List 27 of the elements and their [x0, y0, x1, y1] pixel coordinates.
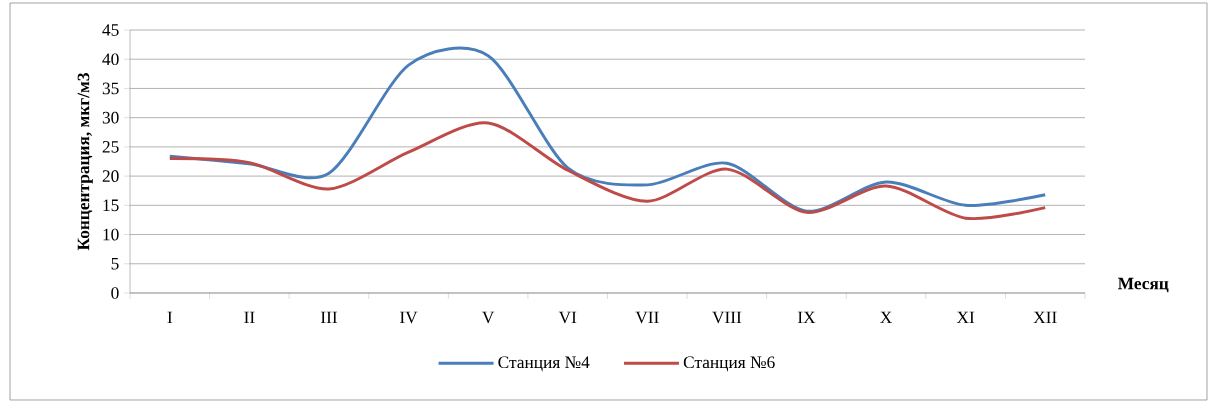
legend-label: Станция №6	[683, 356, 775, 372]
x-axis-title: Месяц	[1118, 277, 1169, 293]
y-tick-label: 20	[102, 170, 119, 182]
x-tick-label: V	[482, 311, 495, 324]
x-tick-label: I	[167, 311, 173, 324]
y-tick-label: 45	[102, 24, 119, 36]
x-tick-label: VIII	[712, 311, 742, 324]
x-tick-label: IX	[797, 311, 816, 324]
x-tick-label: II	[244, 311, 255, 324]
line-series	[168, 121, 1047, 220]
y-tick-label: 35	[102, 82, 119, 95]
x-tick-label: VII	[635, 311, 659, 324]
y-tick-label: 15	[103, 199, 119, 212]
y-tick-label: 25	[102, 141, 119, 153]
x-tick-label: VI	[558, 311, 577, 324]
x-tick-label: XI	[956, 311, 975, 324]
y-tick-label: 10	[103, 228, 119, 241]
y-tick-label: 30	[102, 111, 119, 124]
y-tick-label: 40	[102, 53, 119, 66]
y-tick-label: 0	[111, 287, 119, 299]
x-tick-label: IV	[400, 311, 418, 324]
legend-label: Станция №4	[498, 356, 590, 372]
y-tick-label: 5	[111, 258, 119, 270]
x-tick-label: XII	[1033, 311, 1057, 324]
y-axis-title: Концентрация, мкг/м3	[77, 73, 93, 251]
x-tick-label: X	[880, 311, 892, 324]
x-tick-label: III	[320, 311, 338, 324]
